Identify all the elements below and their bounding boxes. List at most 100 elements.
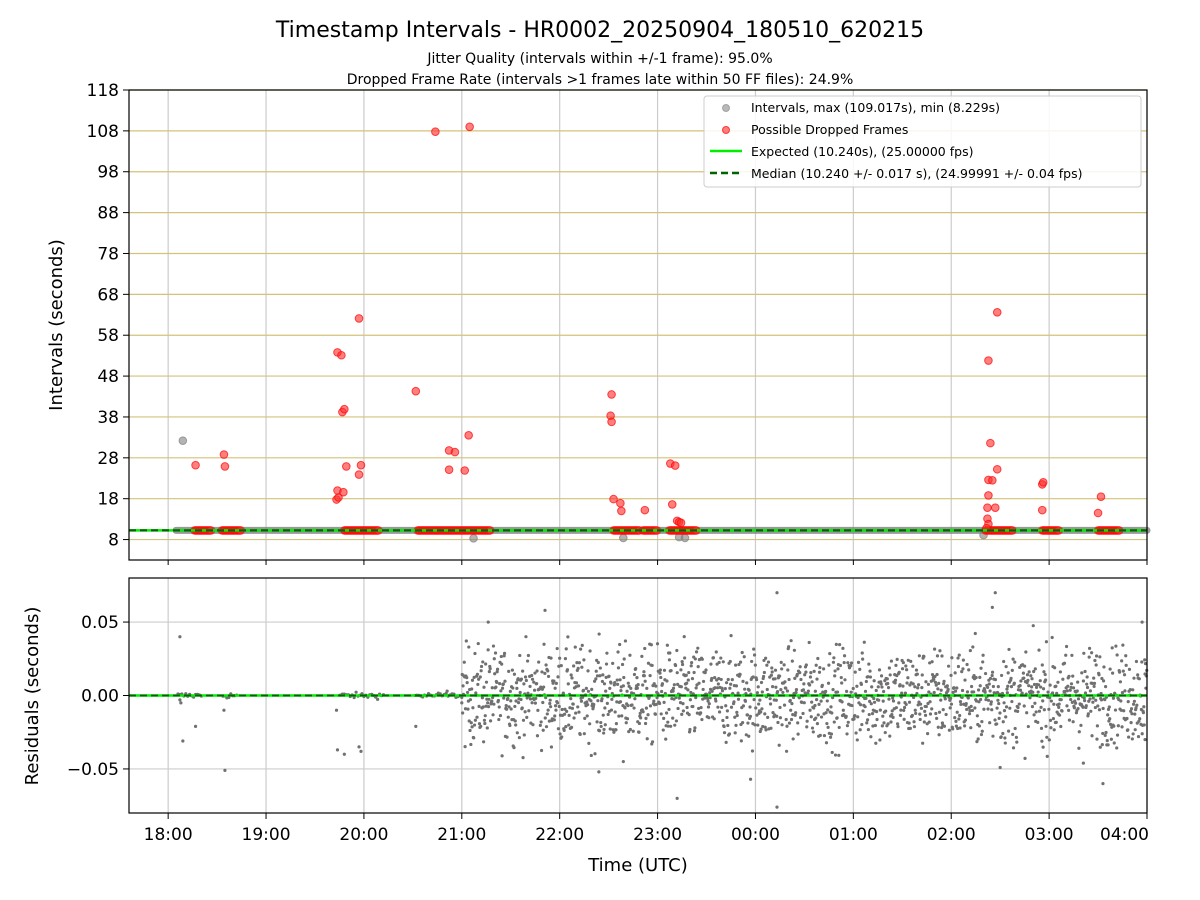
residual-point xyxy=(760,690,764,694)
residual-point xyxy=(902,708,906,713)
residual-point xyxy=(954,719,958,723)
residual-point xyxy=(1000,673,1004,678)
residual-point xyxy=(476,641,480,646)
residual-point xyxy=(500,686,505,690)
residual-point xyxy=(786,668,790,672)
residual-point xyxy=(1054,684,1058,688)
residual-point xyxy=(779,688,783,692)
residual-point xyxy=(1103,698,1107,702)
residual-point xyxy=(668,651,672,655)
residual-point xyxy=(577,710,581,714)
residual-point xyxy=(557,704,561,709)
residual-point xyxy=(714,650,718,654)
residual-point xyxy=(971,645,975,649)
residual-point xyxy=(978,675,982,679)
residual-point xyxy=(919,706,924,710)
residual-point xyxy=(784,686,788,690)
residual-point xyxy=(743,687,747,691)
residual-point xyxy=(376,697,380,701)
residual-point xyxy=(930,673,935,677)
residual-point xyxy=(492,657,496,661)
residual-point xyxy=(933,674,937,679)
residual-point xyxy=(911,664,915,668)
residual-point xyxy=(1096,704,1100,708)
residual-point xyxy=(522,682,526,686)
residual-point xyxy=(825,699,829,703)
bottom-y-tick-label: −0.05 xyxy=(67,760,119,780)
residual-point xyxy=(756,685,760,689)
residual-point xyxy=(516,677,520,681)
residual-point xyxy=(724,704,728,708)
residual-point xyxy=(942,724,947,728)
residual-point xyxy=(1069,682,1074,686)
residual-point xyxy=(948,706,952,710)
residual-point xyxy=(805,725,809,729)
residual-point xyxy=(1031,624,1035,628)
residual-point xyxy=(957,717,961,721)
residual-point xyxy=(547,719,551,723)
residual-point xyxy=(507,669,511,673)
residual-point xyxy=(576,705,580,709)
x-axis-label: Time (UTC) xyxy=(587,855,688,876)
residual-point xyxy=(949,702,954,706)
residual-point xyxy=(1143,661,1148,666)
residual-point xyxy=(493,651,498,655)
residual-point xyxy=(976,737,980,741)
residual-point xyxy=(700,657,704,661)
residual-point xyxy=(506,715,510,719)
residual-point xyxy=(907,721,911,725)
residual-point xyxy=(926,682,931,686)
residual-point xyxy=(986,707,990,711)
residual-point xyxy=(773,677,777,681)
residual-point xyxy=(898,713,903,717)
residual-point xyxy=(554,681,558,686)
residual-point xyxy=(745,713,750,717)
residual-point xyxy=(853,713,857,718)
residual-point xyxy=(863,705,867,709)
residual-point xyxy=(949,673,953,678)
dropped-frame-point xyxy=(670,461,680,470)
residual-point xyxy=(179,701,183,705)
residual-point xyxy=(897,701,901,705)
residual-point xyxy=(959,702,963,707)
residual-point xyxy=(1083,669,1087,674)
residual-point xyxy=(956,656,960,660)
residual-point xyxy=(969,684,974,689)
residual-point xyxy=(869,702,873,706)
residual-point xyxy=(1081,761,1085,765)
residual-point xyxy=(740,721,745,725)
residual-point xyxy=(497,705,501,709)
residual-point xyxy=(768,702,773,706)
residual-point xyxy=(1006,671,1010,675)
residual-point xyxy=(588,722,592,726)
dropped-frame-point xyxy=(1038,478,1048,487)
residual-point xyxy=(970,708,975,713)
residual-point xyxy=(653,712,658,716)
residual-point xyxy=(512,672,517,676)
residual-point xyxy=(829,732,834,736)
residual-point xyxy=(935,672,939,677)
residual-point xyxy=(476,682,480,687)
residual-point xyxy=(487,697,491,701)
residual-point xyxy=(1044,640,1049,644)
residual-point xyxy=(789,639,793,643)
residual-point xyxy=(1052,702,1056,706)
residual-point xyxy=(965,662,969,667)
residual-point xyxy=(646,713,650,717)
residual-point xyxy=(995,706,999,710)
residual-point xyxy=(712,717,716,721)
top-y-tick-label: 98 xyxy=(97,163,119,183)
residual-point xyxy=(981,653,985,657)
residual-point xyxy=(732,700,736,704)
residual-point xyxy=(683,656,687,660)
residual-point xyxy=(864,696,868,700)
residual-point xyxy=(980,720,984,724)
residual-point xyxy=(953,671,957,675)
residual-point xyxy=(729,705,734,709)
residual-point xyxy=(1098,745,1102,749)
residual-point xyxy=(741,704,746,708)
residual-point xyxy=(867,712,871,717)
residual-point xyxy=(495,667,500,671)
residual-point xyxy=(1070,700,1074,704)
residual-point xyxy=(1002,709,1007,713)
